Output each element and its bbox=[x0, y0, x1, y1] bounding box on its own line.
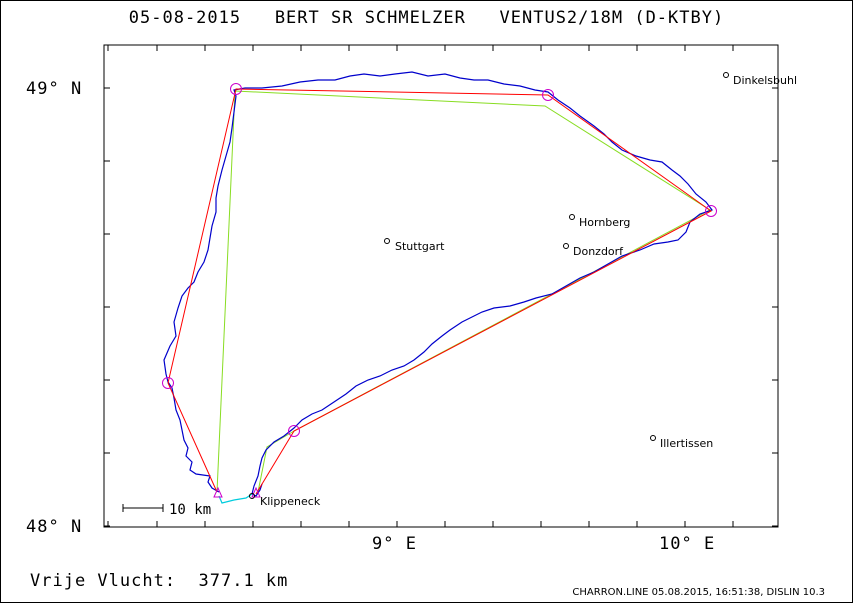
place-dinkelsbuhl: Dinkelsbuhl bbox=[723, 72, 797, 87]
place-dot-icon bbox=[384, 238, 390, 244]
scale-bar: 10 km bbox=[122, 502, 211, 518]
place-illertissen: Illertissen bbox=[650, 435, 713, 450]
lat-label-49: 49° N bbox=[26, 79, 82, 99]
alt-task-line bbox=[216, 90, 711, 493]
place-dot-icon bbox=[569, 214, 575, 220]
place-klippeneck: Klippeneck bbox=[249, 493, 321, 508]
lon-label-9: 9° E bbox=[372, 534, 417, 554]
place-hornberg: Hornberg bbox=[569, 214, 630, 229]
place-label: Dinkelsbuhl bbox=[733, 74, 797, 87]
place-stuttgart: Stuttgart bbox=[384, 238, 445, 253]
launch-leg bbox=[218, 493, 253, 504]
turnpoint-circle-icon bbox=[230, 83, 242, 95]
place-label: Klippeneck bbox=[260, 495, 321, 508]
place-label: Donzdorf bbox=[573, 245, 624, 258]
lon-label-10: 10° E bbox=[659, 534, 715, 554]
place-label: Hornberg bbox=[579, 216, 630, 229]
turnpoint-circle-icon bbox=[705, 205, 717, 217]
place-donzdorf: Donzdorf bbox=[563, 243, 624, 258]
place-dot-icon bbox=[563, 243, 569, 249]
place-dot-icon bbox=[249, 493, 255, 499]
task-line bbox=[167, 88, 712, 495]
lat-label-48: 48° N bbox=[26, 517, 82, 537]
place-label: Illertissen bbox=[660, 437, 713, 450]
flight-track bbox=[163, 71, 713, 497]
distance-summary: Vrije Vlucht: 377.1 km bbox=[30, 571, 289, 591]
flight-title: 05-08-2015 BERT SR SCHMELZER VENTUS2/18M… bbox=[128, 8, 725, 28]
map-box bbox=[103, 44, 779, 528]
credit-line: CHARRON.LINE 05.08.2015, 16:51:38, DISLI… bbox=[572, 587, 825, 598]
turnpoint-circle-icon bbox=[162, 377, 174, 389]
turnpoint-circle-icon bbox=[288, 425, 300, 437]
place-label: Stuttgart bbox=[395, 240, 445, 253]
scale-bar-label: 10 km bbox=[169, 502, 211, 518]
place-dot-icon bbox=[723, 72, 729, 78]
start-marker-icon bbox=[213, 486, 223, 498]
axis-ticks bbox=[104, 45, 778, 527]
turnpoint-circle-icon bbox=[542, 89, 554, 101]
place-dot-icon bbox=[650, 435, 656, 441]
turnpoints bbox=[162, 83, 717, 437]
finish-marker-icon bbox=[251, 486, 261, 498]
